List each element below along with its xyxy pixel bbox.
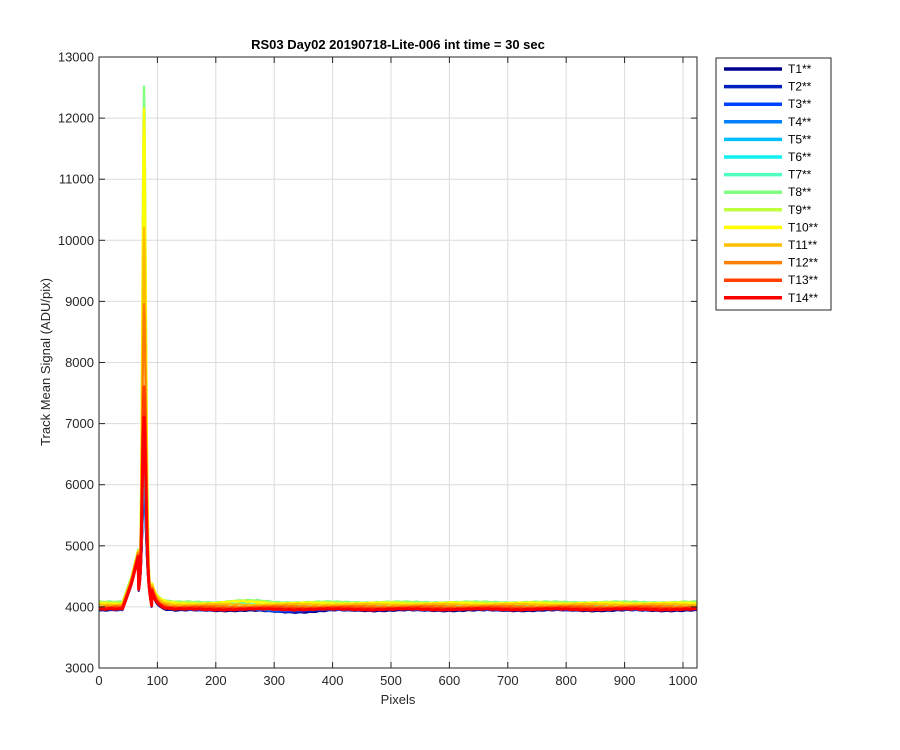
legend-label-T14: T14** xyxy=(788,291,818,305)
legend-items: T1** T2** T3** T4** T5** T6** T7** T8** T9** T10*… xyxy=(724,62,818,305)
x-tick-label-900: 900 xyxy=(614,673,636,688)
chart-title: RS03 Day02 20190718-Lite-006 int time = … xyxy=(251,37,545,52)
y-tick-label-4000: 4000 xyxy=(65,599,94,614)
y-tick-label-5000: 5000 xyxy=(65,538,94,553)
y-tick-label-10000: 10000 xyxy=(58,233,94,248)
x-tick-label-300: 300 xyxy=(263,673,285,688)
y-tick-label-7000: 7000 xyxy=(65,416,94,431)
x-tick-label-200: 200 xyxy=(205,673,227,688)
legend-label-T7: T7** xyxy=(788,168,812,182)
x-tick-label-1000: 1000 xyxy=(669,673,698,688)
legend-label-T9: T9** xyxy=(788,203,812,217)
y-ticks: 3000 4000 5000 6000 7000 8000 9000 10000 11000 12… xyxy=(58,50,697,676)
y-tick-label-12000: 12000 xyxy=(58,111,94,126)
legend-label-T6: T6** xyxy=(788,150,812,164)
legend-label-T5: T5** xyxy=(788,132,812,146)
legend-label-T11: T11** xyxy=(788,238,817,252)
legend-label-T2: T2** xyxy=(788,80,812,94)
y-tick-label-8000: 8000 xyxy=(65,355,94,370)
x-ticks: 0 100 200 300 400 500 600 700 800 900 1000 xyxy=(95,57,697,688)
x-tick-label-500: 500 xyxy=(380,673,402,688)
x-tick-label-800: 800 xyxy=(555,673,577,688)
legend-label-T3: T3** xyxy=(788,97,812,111)
y-tick-label-11000: 11000 xyxy=(59,172,94,187)
x-axis-label: Pixels xyxy=(381,692,416,707)
legend-label-T4: T4** xyxy=(788,115,812,129)
legend: T1** T2** T3** T4** T5** T6** T7** T8** T9** T10*… xyxy=(715,57,832,311)
x-tick-label-400: 400 xyxy=(322,673,344,688)
legend-label-T1: T1** xyxy=(788,62,812,76)
legend-box xyxy=(715,57,832,311)
y-tick-label-9000: 9000 xyxy=(65,294,94,309)
y-tick-label-3000: 3000 xyxy=(65,661,94,676)
y-tick-label-13000: 13000 xyxy=(58,50,94,65)
series-layer xyxy=(98,85,697,614)
y-axis-label: Track Mean Signal (ADU/pix) xyxy=(38,278,53,446)
x-tick-label-100: 100 xyxy=(147,673,169,688)
x-tick-label-0: 0 xyxy=(95,673,102,688)
x-tick-label-700: 700 xyxy=(497,673,519,688)
x-tick-label-600: 600 xyxy=(439,673,461,688)
series-line-T14 xyxy=(98,415,697,612)
legend-label-T10: T10** xyxy=(788,220,818,234)
legend-label-T12: T12** xyxy=(788,256,818,270)
y-tick-label-6000: 6000 xyxy=(65,477,94,492)
legend-label-T13: T13** xyxy=(788,273,818,287)
legend-label-T8: T8** xyxy=(788,185,812,199)
